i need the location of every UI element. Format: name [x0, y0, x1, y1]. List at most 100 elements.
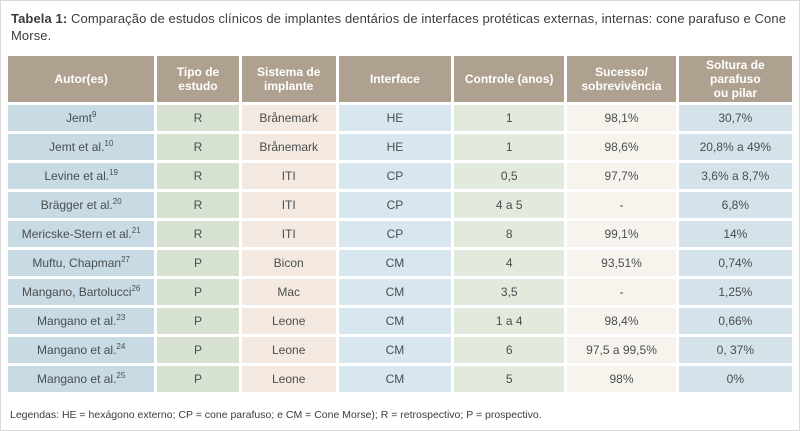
- cell-tipo-estudo: P: [157, 366, 239, 392]
- cell-sucesso: 98,1%: [567, 105, 676, 131]
- cell-controle: 8: [454, 221, 565, 247]
- cell-sistema: Leone: [241, 308, 336, 334]
- header-sucesso: Sucesso/ sobrevivência: [567, 56, 676, 102]
- reference-superscript: 20: [112, 197, 122, 206]
- table-row: Jemt et al.10 R Brånemark HE 1 98,6% 20,…: [8, 134, 792, 160]
- author-name: Mericske-Stern et al.: [21, 227, 132, 241]
- header-interface: Interface: [338, 56, 452, 102]
- table-row: Muftu, Chapman27 P Bicon CM 4 93,51% 0,7…: [8, 250, 792, 276]
- table-caption-label: Tabela 1:: [11, 11, 68, 26]
- cell-tipo-estudo: R: [157, 192, 239, 218]
- reference-superscript: 21: [131, 226, 141, 235]
- cell-tipo-estudo: R: [157, 134, 239, 160]
- reference-superscript: 24: [116, 342, 126, 351]
- cell-controle: 1: [454, 105, 565, 131]
- cell-tipo-estudo: P: [157, 308, 239, 334]
- reference-superscript: 27: [121, 255, 130, 264]
- cell-soltura: 6,8%: [678, 192, 792, 218]
- cell-tipo-estudo: R: [157, 221, 239, 247]
- cell-autor: Jemt et al.10: [8, 134, 155, 160]
- cell-autor: Mangano et al.23: [8, 308, 155, 334]
- cell-interface: CM: [338, 308, 452, 334]
- cell-sucesso: -: [567, 192, 676, 218]
- cell-autor: Levine et al.19: [8, 163, 155, 189]
- cell-sucesso: 98%: [567, 366, 676, 392]
- cell-controle: 4: [454, 250, 565, 276]
- cell-sistema: Leone: [241, 337, 336, 363]
- cell-interface: HE: [338, 134, 452, 160]
- cell-sistema: Brånemark: [241, 105, 336, 131]
- cell-soltura: 3,6% a 8,7%: [678, 163, 792, 189]
- cell-autor: Mangano et al.24: [8, 337, 155, 363]
- author-name: Jemt et al.: [49, 140, 105, 154]
- table-legend: Legendas: HE = hexágono externo; CP = co…: [10, 409, 542, 421]
- cell-interface: CM: [338, 366, 452, 392]
- cell-interface: CP: [338, 192, 452, 218]
- author-name: Mangano et al.: [37, 314, 117, 328]
- reference-superscript: 10: [104, 139, 114, 148]
- table-row: Mangano, Bartolucci26 P Mac CM 3,5 - 1,2…: [8, 279, 792, 305]
- author-name: Levine et al.: [44, 169, 110, 183]
- cell-soltura: 1,25%: [678, 279, 792, 305]
- cell-tipo-estudo: P: [157, 279, 239, 305]
- table-header-row: Autor(es) Tipo de estudo Sistema de impl…: [8, 56, 792, 102]
- table-row: Mangano et al.24 P Leone CM 6 97,5 a 99,…: [8, 337, 792, 363]
- table-row: Levine et al.19 R ITI CP 0,5 97,7% 3,6% …: [8, 163, 792, 189]
- table-body: Jemt9 R Brånemark HE 1 98,1% 30,7% Jemt …: [8, 105, 792, 392]
- cell-sucesso: 98,4%: [567, 308, 676, 334]
- reference-superscript: 25: [116, 371, 126, 380]
- cell-soltura: 20,8% a 49%: [678, 134, 792, 160]
- cell-sistema: Leone: [241, 366, 336, 392]
- cell-sucesso: 97,5 a 99,5%: [567, 337, 676, 363]
- cell-soltura: 0,66%: [678, 308, 792, 334]
- cell-autor: Mangano, Bartolucci26: [8, 279, 155, 305]
- cell-sistema: Mac: [241, 279, 336, 305]
- cell-interface: CM: [338, 250, 452, 276]
- header-controle: Controle (anos): [454, 56, 565, 102]
- header-autores: Autor(es): [8, 56, 155, 102]
- cell-controle: 4 a 5: [454, 192, 565, 218]
- reference-superscript: 9: [91, 110, 97, 119]
- cell-interface: CP: [338, 221, 452, 247]
- table-row: Mangano et al.25 P Leone CM 5 98% 0%: [8, 366, 792, 392]
- cell-tipo-estudo: P: [157, 250, 239, 276]
- cell-soltura: 0,74%: [678, 250, 792, 276]
- cell-controle: 1 a 4: [454, 308, 565, 334]
- cell-controle: 6: [454, 337, 565, 363]
- reference-superscript: 23: [116, 313, 126, 322]
- cell-sistema: ITI: [241, 221, 336, 247]
- author-name: Brägger et al.: [40, 198, 113, 212]
- cell-autor: Muftu, Chapman27: [8, 250, 155, 276]
- table-row: Brägger et al.20 R ITI CP 4 a 5 - 6,8%: [8, 192, 792, 218]
- cell-sistema: ITI: [241, 163, 336, 189]
- reference-superscript: 19: [109, 168, 118, 177]
- author-name: Muftu, Chapman: [32, 256, 122, 270]
- table-row: Jemt9 R Brånemark HE 1 98,1% 30,7%: [8, 105, 792, 131]
- cell-soltura: 14%: [678, 221, 792, 247]
- author-name: Mangano et al.: [37, 343, 117, 357]
- cell-autor: Mangano et al.25: [8, 366, 155, 392]
- author-name: Mangano et al.: [37, 372, 117, 386]
- cell-autor: Brägger et al.20: [8, 192, 155, 218]
- cell-sistema: ITI: [241, 192, 336, 218]
- cell-sucesso: 98,6%: [567, 134, 676, 160]
- table-row: Mericske-Stern et al.21 R ITI CP 8 99,1%…: [8, 221, 792, 247]
- table-caption: Tabela 1: Comparação de estudos clínicos…: [11, 10, 789, 44]
- cell-tipo-estudo: R: [157, 105, 239, 131]
- cell-tipo-estudo: P: [157, 337, 239, 363]
- cell-sistema: Bicon: [241, 250, 336, 276]
- author-name: Mangano, Bartolucci: [22, 285, 132, 299]
- cell-controle: 3,5: [454, 279, 565, 305]
- cell-interface: CM: [338, 337, 452, 363]
- table-row: Mangano et al.23 P Leone CM 1 a 4 98,4% …: [8, 308, 792, 334]
- header-tipo: Tipo de estudo: [157, 56, 239, 102]
- cell-soltura: 0%: [678, 366, 792, 392]
- cell-autor: Mericske-Stern et al.21: [8, 221, 155, 247]
- cell-autor: Jemt9: [8, 105, 155, 131]
- cell-tipo-estudo: R: [157, 163, 239, 189]
- cell-soltura: 0, 37%: [678, 337, 792, 363]
- cell-sucesso: -: [567, 279, 676, 305]
- reference-superscript: 26: [131, 284, 141, 293]
- cell-sistema: Brånemark: [241, 134, 336, 160]
